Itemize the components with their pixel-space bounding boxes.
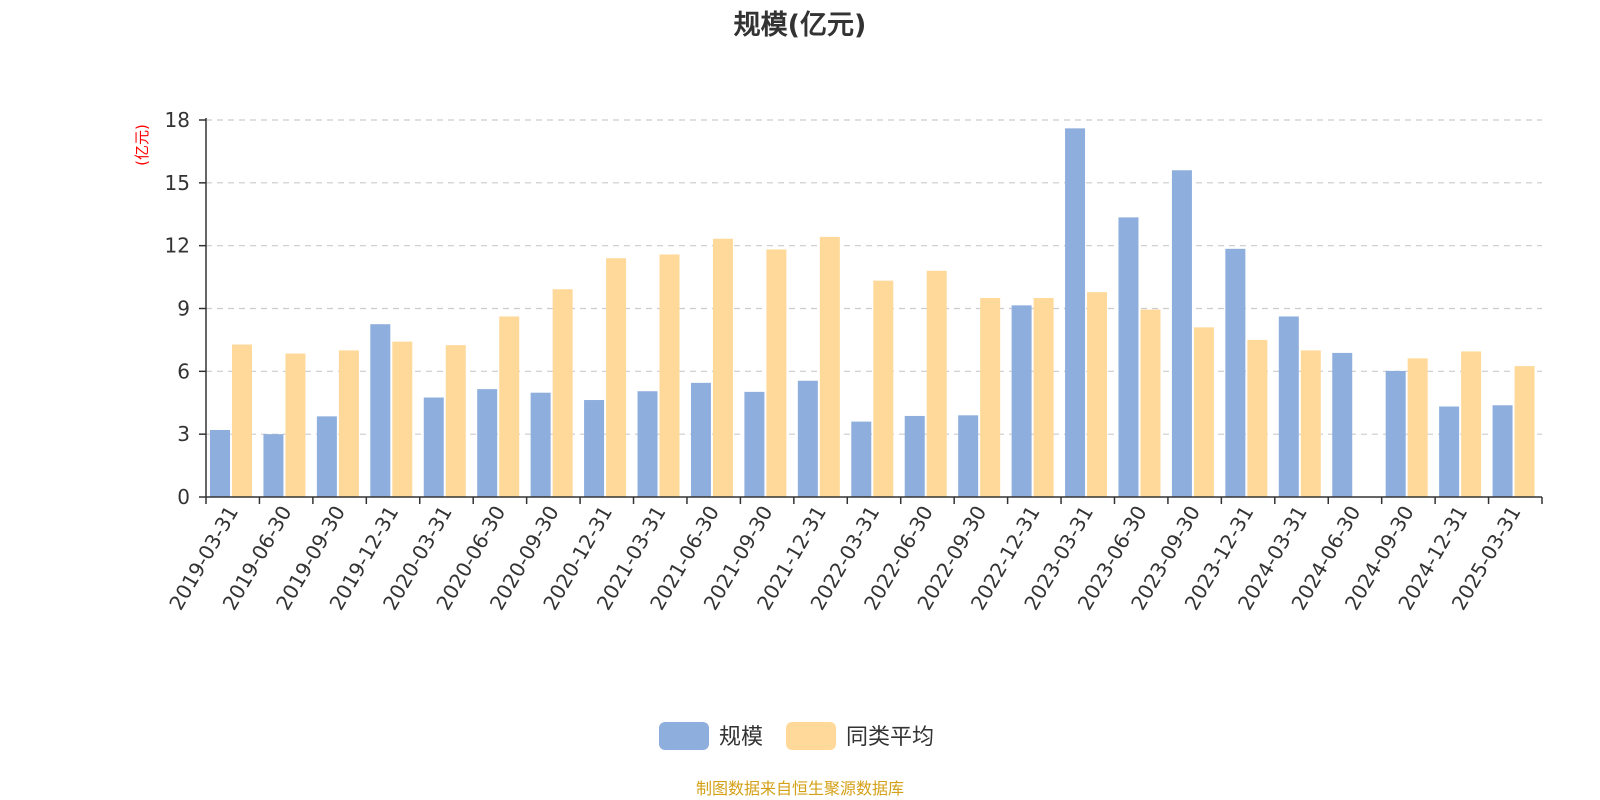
bar-average-2022-09-30[interactable] — [980, 298, 1001, 497]
bar-scale-2019-12-31[interactable] — [370, 324, 391, 497]
bar-scale-2025-03-31[interactable] — [1492, 405, 1513, 497]
bar-scale-2021-03-31[interactable] — [637, 391, 658, 497]
bar-average-2023-06-30[interactable] — [1140, 309, 1161, 497]
bar-scale-2023-03-31[interactable] — [1065, 128, 1086, 497]
bar-scale-2024-06-30[interactable] — [1332, 352, 1353, 497]
bar-average-2020-06-30[interactable] — [499, 316, 520, 497]
bar-scale-2024-03-31[interactable] — [1278, 316, 1299, 497]
bar-average-2024-09-30[interactable] — [1407, 358, 1428, 497]
bar-scale-2022-12-31[interactable] — [1011, 305, 1032, 497]
bar-scale-2020-12-31[interactable] — [584, 400, 605, 497]
bar-average-2025-03-31[interactable] — [1514, 366, 1535, 497]
bar-average-2020-12-31[interactable] — [606, 258, 627, 497]
bar-scale-2022-09-30[interactable] — [958, 415, 979, 497]
bar-scale-2022-03-31[interactable] — [851, 421, 872, 497]
x-tick-labels: 2019-03-312019-06-302019-09-302019-12-31… — [164, 501, 1525, 614]
bar-average-2020-03-31[interactable] — [445, 345, 466, 497]
data-source-note: 制图数据来自恒生聚源数据库 — [696, 779, 904, 798]
legend-swatch-average[interactable] — [786, 722, 836, 750]
bar-average-2019-12-31[interactable] — [392, 341, 413, 497]
bar-scale-2020-06-30[interactable] — [477, 389, 498, 497]
legend-label-average[interactable]: 同类平均 — [846, 725, 934, 750]
y-tick-label: 3 — [177, 422, 190, 446]
bar-average-2021-12-31[interactable] — [819, 236, 840, 497]
bar-scale-2021-06-30[interactable] — [690, 382, 711, 497]
bar-scale-2019-09-30[interactable] — [316, 416, 337, 497]
legend-swatch-scale[interactable] — [659, 722, 709, 750]
bar-average-2024-12-31[interactable] — [1461, 351, 1482, 497]
y-axis-unit-label: (亿元) — [133, 124, 151, 166]
y-tick-label: 9 — [177, 297, 190, 321]
legend-label-scale[interactable]: 规模 — [719, 725, 763, 750]
bar-scale-2020-03-31[interactable] — [423, 397, 444, 497]
y-tick-label: 15 — [165, 171, 190, 195]
bar-scale-2019-06-30[interactable] — [263, 434, 284, 497]
bar-scale-2023-12-31[interactable] — [1225, 248, 1246, 497]
bar-average-2019-09-30[interactable] — [338, 350, 359, 497]
bar-average-2019-06-30[interactable] — [285, 353, 306, 497]
bar-average-2022-03-31[interactable] — [873, 280, 894, 497]
y-tick-label: 6 — [177, 359, 190, 383]
y-tick-labels: 0 3 6 9 12 15 18 — [165, 108, 190, 509]
bar-scale-2021-09-30[interactable] — [744, 391, 765, 497]
y-tick-label: 18 — [165, 108, 190, 132]
bar-average-2022-06-30[interactable] — [926, 270, 947, 497]
bar-average-2024-03-31[interactable] — [1300, 350, 1321, 497]
bar-average-2019-03-31[interactable] — [232, 344, 252, 497]
bar-average-2023-09-30[interactable] — [1193, 327, 1214, 497]
bar-average-2020-09-30[interactable] — [552, 289, 573, 497]
bar-average-2023-03-31[interactable] — [1087, 292, 1108, 497]
bar-average-2021-09-30[interactable] — [766, 249, 787, 497]
bar-scale-2019-03-31[interactable] — [210, 429, 230, 497]
bar-scale-2021-12-31[interactable] — [797, 380, 818, 497]
bar-average-2021-06-30[interactable] — [712, 238, 733, 497]
bar-average-2021-03-31[interactable] — [659, 254, 680, 497]
bar-scale-2020-09-30[interactable] — [530, 392, 551, 497]
y-tick-label: 0 — [177, 485, 190, 509]
bar-scale-2024-12-31[interactable] — [1439, 406, 1460, 497]
bars — [210, 128, 1535, 497]
legend[interactable]: 规模 同类平均 — [659, 722, 934, 750]
bar-average-2023-12-31[interactable] — [1247, 339, 1268, 497]
bar-average-2022-12-31[interactable] — [1033, 298, 1054, 497]
bar-scale-2024-09-30[interactable] — [1385, 370, 1406, 497]
bar-scale-2022-06-30[interactable] — [904, 415, 925, 497]
axes — [199, 118, 1543, 504]
chart-title: 规模(亿元) — [734, 10, 867, 41]
y-tick-label: 12 — [165, 234, 190, 258]
bar-scale-2023-09-30[interactable] — [1171, 170, 1192, 497]
bar-scale-2023-06-30[interactable] — [1118, 217, 1139, 497]
